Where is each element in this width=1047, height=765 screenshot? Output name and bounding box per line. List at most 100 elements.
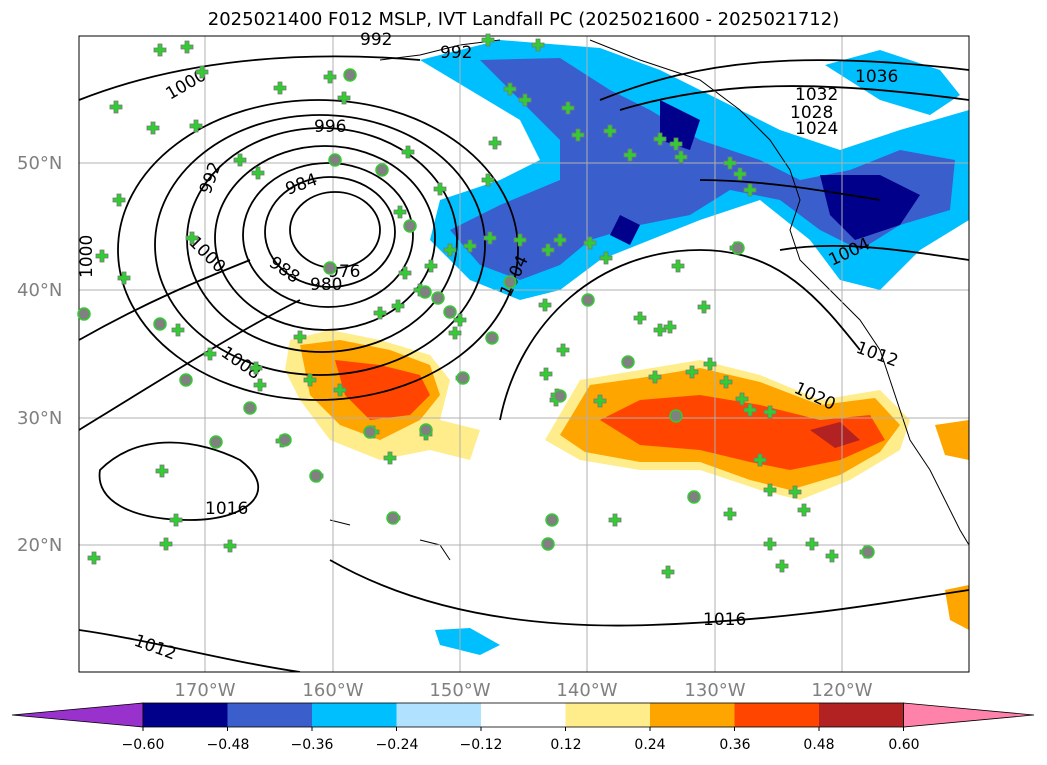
- station-plus-icon: [233, 153, 247, 167]
- station-circle-icon: [153, 317, 167, 331]
- colorbar-swatch: [227, 703, 312, 727]
- station-circle-icon: [375, 163, 389, 177]
- isobar-label: 1036: [855, 67, 898, 87]
- station-markers: [77, 33, 875, 579]
- station-circle-icon: [209, 435, 223, 449]
- station-plus-icon: [775, 559, 789, 573]
- station-plus-icon: [753, 453, 767, 467]
- station-circle-icon: [669, 409, 683, 423]
- station-circle-icon: [731, 241, 745, 255]
- colorbar-swatch: [481, 703, 566, 727]
- station-plus-icon: [608, 513, 622, 527]
- lon-label: 160°W: [302, 680, 364, 701]
- colorbar-tick: −0.60: [121, 737, 165, 753]
- station-circle-icon: [179, 373, 193, 387]
- station-plus-icon: [825, 549, 839, 563]
- station-circle-icon: [328, 153, 342, 167]
- station-plus-icon: [463, 239, 477, 253]
- station-circle-icon: [431, 291, 445, 305]
- station-plus-icon: [685, 365, 699, 379]
- colorbar: [11, 702, 1035, 731]
- station-plus-icon: [393, 205, 407, 219]
- station-circle-icon: [553, 389, 567, 403]
- station-plus-icon: [733, 167, 747, 181]
- station-plus-icon: [518, 93, 532, 107]
- station-plus-icon: [488, 136, 502, 150]
- station-plus-icon: [117, 271, 131, 285]
- station-circle-icon: [243, 401, 257, 415]
- station-plus-icon: [391, 299, 405, 313]
- colorbar-tick: 0.12: [550, 737, 582, 753]
- station-circle-icon: [485, 331, 499, 345]
- station-plus-icon: [723, 507, 737, 521]
- station-plus-icon: [424, 259, 438, 273]
- station-plus-icon: [743, 403, 757, 417]
- station-plus-icon: [697, 300, 711, 314]
- station-circle-icon: [343, 68, 357, 82]
- station-plus-icon: [195, 65, 209, 79]
- station-plus-icon: [788, 485, 802, 499]
- colorbar-extend-max: [903, 702, 1035, 728]
- isobar-label: 1016: [205, 499, 248, 519]
- station-plus-icon: [155, 464, 169, 478]
- station-plus-icon: [169, 513, 183, 527]
- station-plus-icon: [109, 100, 123, 114]
- station-plus-icon: [273, 81, 287, 95]
- station-plus-icon: [203, 347, 217, 361]
- station-plus-icon: [539, 367, 553, 381]
- colorbar-swatch: [819, 703, 904, 727]
- lon-label: 150°W: [429, 680, 491, 701]
- station-circle-icon: [309, 469, 323, 483]
- lat-label: 40°N: [17, 280, 63, 301]
- isobar-label: 1024: [795, 119, 838, 139]
- station-circle-icon: [503, 275, 517, 289]
- station-plus-icon: [483, 231, 497, 245]
- colorbar-swatch: [565, 703, 650, 727]
- lon-label: 140°W: [556, 680, 618, 701]
- station-plus-icon: [556, 343, 570, 357]
- station-circle-icon: [687, 490, 701, 504]
- colorbar-swatch: [143, 703, 228, 727]
- station-plus-icon: [185, 231, 199, 245]
- colorbar-tick: 0.24: [634, 737, 666, 753]
- colorbar-frame: [142, 702, 904, 728]
- station-plus-icon: [95, 249, 109, 263]
- lon-label: 170°W: [174, 680, 236, 701]
- station-circle-icon: [456, 371, 470, 385]
- station-plus-icon: [251, 166, 265, 180]
- station-plus-icon: [373, 306, 387, 320]
- station-circle-icon: [403, 219, 417, 233]
- station-plus-icon: [669, 137, 683, 151]
- station-plus-icon: [763, 483, 777, 497]
- station-plus-icon: [398, 266, 412, 280]
- station-plus-icon: [481, 173, 495, 187]
- station-plus-icon: [603, 124, 617, 138]
- station-plus-icon: [443, 243, 457, 257]
- lat-label: 50°N: [17, 153, 63, 174]
- station-plus-icon: [513, 233, 527, 247]
- station-circle-icon: [443, 305, 457, 319]
- station-plus-icon: [159, 537, 173, 551]
- isobar-label: 996: [314, 117, 346, 137]
- station-plus-icon: [623, 148, 637, 162]
- station-plus-icon: [189, 119, 203, 133]
- isobar-label: 992: [360, 30, 392, 50]
- station-plus-icon: [735, 392, 749, 406]
- map-frame: [78, 35, 970, 673]
- station-plus-icon: [303, 373, 317, 387]
- station-plus-icon: [453, 313, 467, 327]
- station-plus-icon: [401, 145, 415, 159]
- lon-label: 120°W: [811, 680, 873, 701]
- colorbar-extend-min: [11, 702, 144, 728]
- station-plus-icon: [433, 182, 447, 196]
- station-plus-icon: [553, 233, 567, 247]
- station-plus-icon: [146, 121, 160, 135]
- station-circle-icon: [278, 433, 292, 447]
- station-plus-icon: [253, 378, 267, 392]
- station-plus-icon: [661, 565, 675, 579]
- map-title: 2025021400 F012 MSLP, IVT Landfall PC (2…: [207, 9, 840, 30]
- colorbar-tick: −0.48: [206, 737, 250, 753]
- station-plus-icon: [503, 82, 517, 96]
- isobar-label: 1032: [795, 85, 838, 105]
- station-circle-icon: [386, 511, 400, 525]
